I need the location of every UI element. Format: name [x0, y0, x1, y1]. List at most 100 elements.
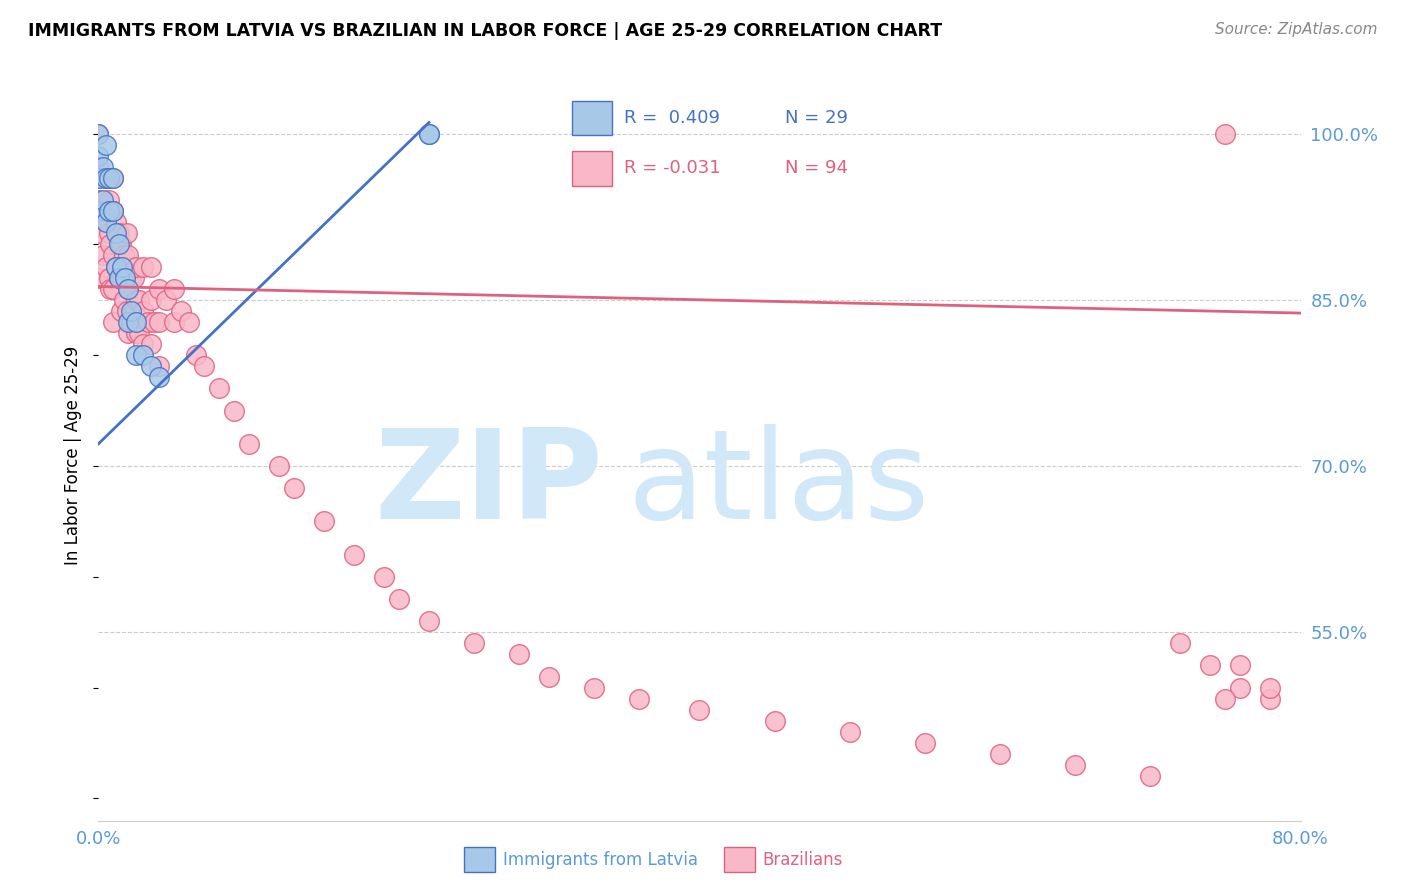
Point [628, 691, 651, 706]
Point [108, 270, 131, 285]
Point [508, 648, 530, 662]
Point [121, 303, 143, 318]
Point [1229, 658, 1251, 673]
Point [110, 303, 132, 318]
Point [110, 270, 132, 285]
Point [136, 315, 159, 329]
Point [115, 303, 138, 318]
Point [87, 270, 110, 285]
Point [162, 315, 184, 329]
Point [139, 337, 162, 351]
Point [117, 248, 139, 262]
Point [238, 437, 260, 451]
Point [124, 270, 146, 285]
Text: Brazilians: Brazilians [762, 851, 842, 869]
Point [132, 303, 155, 318]
Point [388, 592, 411, 607]
Point [689, 703, 711, 717]
Point [193, 359, 215, 374]
Point [111, 260, 134, 274]
Point [94, 170, 117, 185]
Point [1170, 636, 1192, 650]
Point [108, 237, 131, 252]
Point [312, 515, 335, 529]
Text: N = 29: N = 29 [785, 109, 848, 127]
Point [148, 359, 170, 374]
Point [114, 270, 136, 285]
Point [132, 337, 155, 351]
Point [125, 326, 148, 340]
Point [87, 127, 110, 141]
Y-axis label: In Labor Force | Age 25-29: In Labor Force | Age 25-29 [65, 345, 83, 565]
Point [91, 248, 114, 262]
Point [103, 248, 125, 262]
Point [463, 636, 485, 650]
Point [128, 293, 150, 307]
Point [283, 481, 305, 495]
Point [105, 215, 128, 229]
Point [110, 237, 132, 252]
Point [988, 747, 1011, 761]
Point [105, 260, 128, 274]
Point [914, 736, 936, 750]
Text: Source: ZipAtlas.com: Source: ZipAtlas.com [1215, 22, 1378, 37]
Point [103, 204, 125, 219]
Point [94, 215, 117, 229]
Point [112, 293, 135, 307]
Point [108, 227, 131, 241]
Point [155, 293, 177, 307]
Point [121, 315, 143, 329]
Point [87, 127, 110, 141]
Point [87, 149, 110, 163]
Point [538, 669, 561, 683]
Point [1260, 681, 1282, 695]
Point [87, 170, 110, 185]
Point [87, 227, 110, 241]
Point [838, 725, 860, 739]
Point [117, 326, 139, 340]
Point [148, 370, 170, 384]
Point [1215, 691, 1237, 706]
Point [124, 303, 146, 318]
Point [1064, 758, 1087, 772]
Point [117, 282, 139, 296]
Point [222, 403, 245, 417]
Point [100, 282, 122, 296]
Point [143, 315, 166, 329]
Point [343, 548, 366, 562]
Point [1260, 691, 1282, 706]
Text: N = 94: N = 94 [785, 160, 848, 178]
Bar [572, 101, 612, 136]
Point [94, 260, 117, 274]
Point [103, 282, 125, 296]
Point [105, 260, 128, 274]
Point [139, 293, 162, 307]
Point [97, 193, 120, 207]
Point [162, 282, 184, 296]
Point [132, 348, 155, 362]
Point [121, 270, 143, 285]
Text: R =  0.409: R = 0.409 [624, 109, 720, 127]
Point [87, 204, 110, 219]
Point [108, 270, 131, 285]
Point [148, 282, 170, 296]
Point [105, 227, 128, 241]
Point [103, 315, 125, 329]
Point [139, 260, 162, 274]
Point [763, 714, 786, 728]
Point [97, 227, 120, 241]
Point [1229, 681, 1251, 695]
Point [94, 215, 117, 229]
Point [418, 127, 440, 141]
Point [91, 160, 114, 174]
Point [87, 160, 110, 174]
Text: ZIP: ZIP [374, 424, 603, 545]
Point [125, 293, 148, 307]
Point [373, 570, 395, 584]
Point [115, 260, 138, 274]
Point [117, 315, 139, 329]
Point [1139, 769, 1161, 783]
Point [103, 170, 125, 185]
Point [94, 137, 117, 152]
Point [97, 270, 120, 285]
